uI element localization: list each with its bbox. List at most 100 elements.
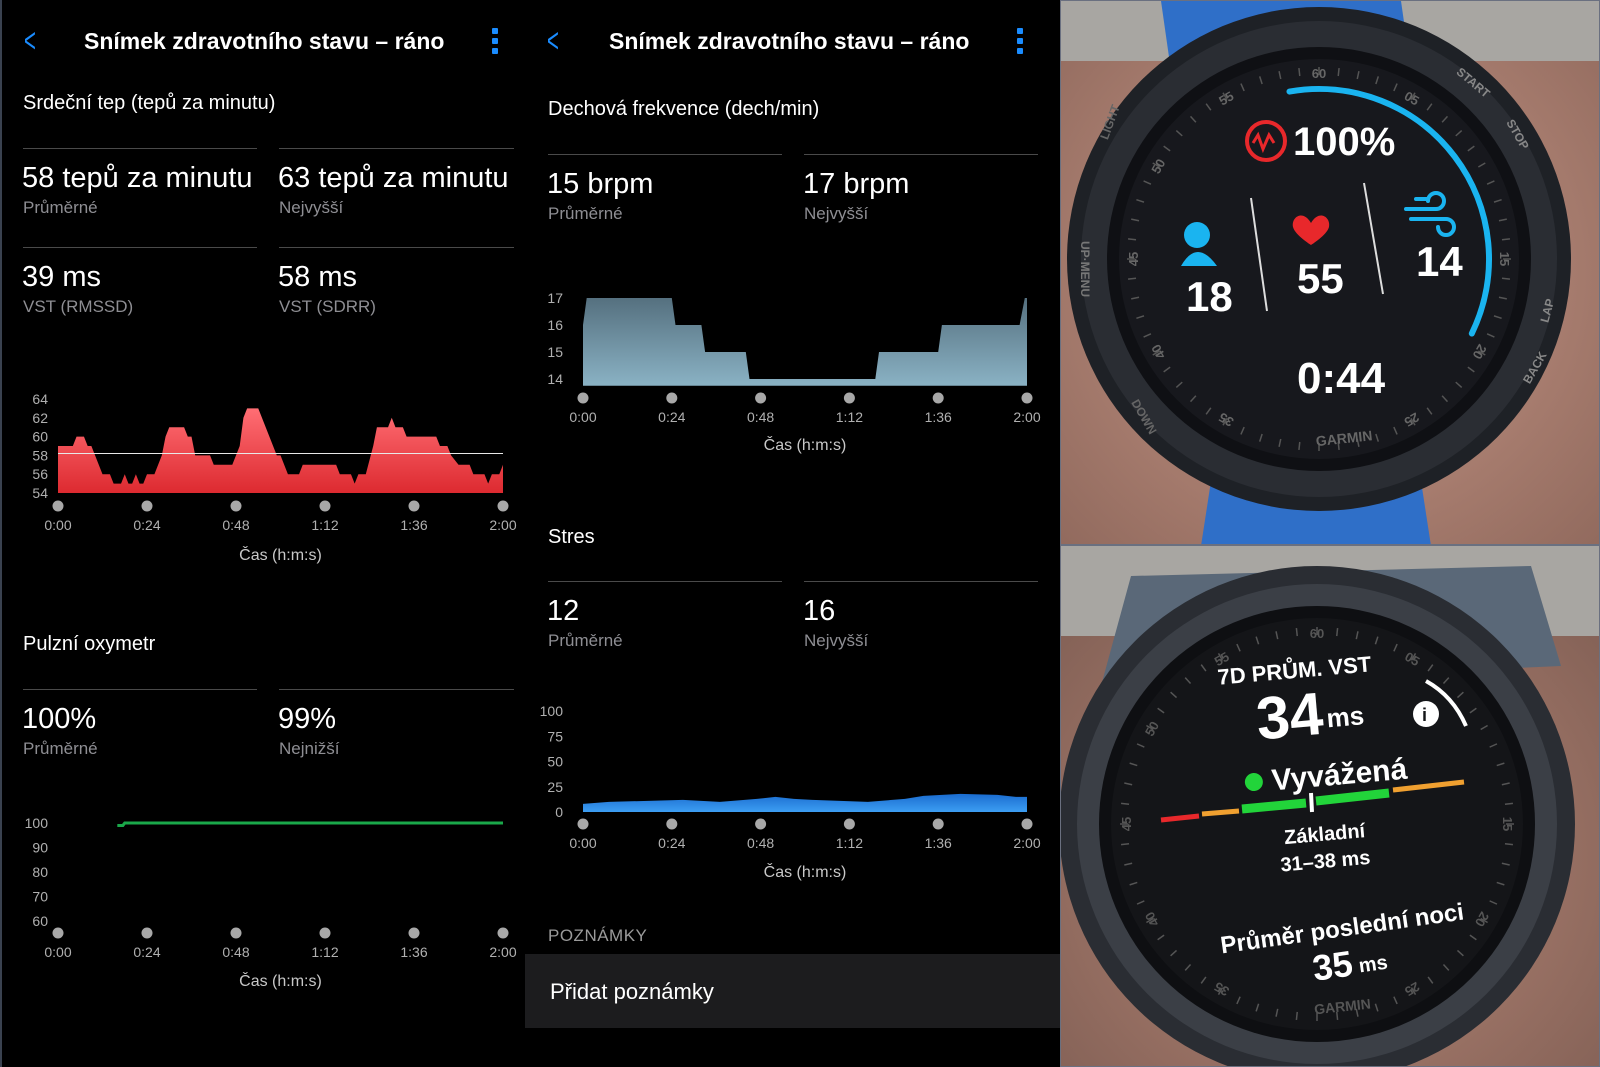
y-tick-label: 80 [32, 864, 48, 880]
hr-average-value: 58 tepů za minutu [22, 162, 253, 194]
y-tick-label: 58 [32, 447, 48, 463]
bezel-tick [1441, 395, 1449, 403]
hrv-range-bar [1160, 779, 1465, 823]
kebab-menu-icon[interactable] [492, 28, 498, 58]
x-tick-dot [843, 818, 855, 830]
bezel-number: 35 [1216, 410, 1236, 430]
heart-rate-value: 55 [1297, 255, 1344, 302]
divider [1250, 197, 1268, 312]
progress-arc [1286, 86, 1492, 337]
stress-average-label: Průměrné [548, 631, 623, 650]
chevron-left-icon: < [546, 22, 559, 60]
bezel-tick [1393, 996, 1398, 1005]
bezel-tick [1480, 724, 1488, 731]
bezel-tick [1258, 76, 1263, 85]
notes-heading: POZNÁMKY [548, 926, 648, 945]
back-button[interactable]: < [24, 22, 36, 61]
bezel-tick [1295, 628, 1298, 637]
bezel-tick [1501, 238, 1511, 241]
brand-logo: GARMIN [1315, 427, 1373, 449]
stress-average-value: 12 [547, 595, 580, 627]
x-tick-dot [408, 927, 420, 939]
y-tick-label: 60 [32, 429, 48, 445]
bezel-tick [1170, 691, 1178, 699]
bezel-tick [1477, 350, 1486, 356]
bezel-tick [1258, 433, 1263, 442]
bezel-tick [1410, 987, 1417, 995]
bezel-number: 25 [1402, 410, 1422, 430]
watch-photo-bottom: 60 05 15 20 25 35 40 45 50 55 7D PRŮM. VST 34 ms … [1060, 545, 1600, 1067]
x-tick-label: 0:24 [133, 944, 160, 960]
info-icon[interactable]: i [1413, 701, 1439, 727]
bezel-tick [1504, 802, 1513, 805]
hr-max-value: 63 tepů za minutu [278, 162, 509, 194]
bezel-number: 55 [1216, 88, 1236, 108]
bezel-tick [1129, 762, 1138, 767]
kebab-menu-icon[interactable] [1017, 28, 1023, 58]
bezel-number: 60 [1312, 66, 1326, 81]
bezel-tick [1222, 417, 1228, 426]
spo2-average-label: Průměrné [23, 739, 98, 758]
timer-value: 0:44 [1297, 354, 1386, 403]
x-tick-dot [497, 500, 509, 512]
bezel-tick [1240, 426, 1245, 435]
bezel-tick [1336, 1011, 1339, 1020]
bezel-tick [1146, 917, 1154, 924]
spo2-average-value: 100% [22, 703, 97, 735]
bezel-tick [1236, 643, 1241, 652]
x-axis-title: Čas (h:m:s) [239, 971, 322, 990]
bezel-tick [1498, 218, 1507, 222]
bezel-tick [1467, 366, 1475, 373]
x-tick-dot [1021, 392, 1033, 404]
hrv-rmssd-label: VST (RMSSD) [23, 297, 134, 316]
bezel-tick [1393, 83, 1398, 92]
bezel-tick [1175, 381, 1183, 389]
add-notes-button[interactable]: Přidat poznámky [525, 954, 1060, 1028]
bezel-tick [1157, 707, 1165, 714]
page-title: Snímek zdravotního stavu – ráno [84, 28, 445, 54]
x-tick-dot [755, 818, 767, 830]
x-tick-dot [230, 927, 242, 939]
hr-max-label: Nejvyšší [279, 198, 344, 217]
bezel-number: 50 [1148, 156, 1168, 176]
bezel-number: 60 [1310, 626, 1324, 641]
back-button[interactable]: < [547, 22, 559, 61]
x-tick-label: 2:00 [1013, 835, 1040, 851]
respiration-value: 14 [1416, 238, 1463, 285]
divider [804, 154, 1038, 155]
bezel-tick [1295, 1011, 1298, 1020]
x-axis-title: Čas (h:m:s) [764, 862, 847, 881]
add-notes-label: Přidat poznámky [550, 979, 714, 1004]
resp-average-label: Průměrné [548, 204, 623, 223]
hrv-7d-value: 34 [1253, 680, 1326, 753]
watch-photo-top: 60 05 15 20 25 35 40 45 50 55 100% 18 55 14 0:44 … [1060, 0, 1600, 545]
x-tick-label: 2:00 [489, 944, 516, 960]
stress-chart: 0 25 50 75 100 0:00 0:24 0:48 1:12 1:36 2:00 Čas (h… [540, 703, 1041, 881]
bezel-tick [1489, 900, 1498, 905]
bezel-tick [1146, 724, 1154, 731]
divider [1363, 182, 1384, 295]
bezel-tick [1337, 67, 1340, 77]
x-tick-dot [932, 392, 944, 404]
bezel-tick [1136, 743, 1145, 748]
x-tick-dot [52, 927, 64, 939]
x-tick-dot [52, 500, 64, 512]
bezel-tick [1275, 631, 1279, 640]
x-tick-dot [408, 500, 420, 512]
bezel-tick [1337, 441, 1340, 451]
y-tick-label: 14 [547, 371, 563, 387]
bezel-tick [1393, 426, 1398, 435]
respiration-icon [1404, 191, 1456, 237]
bezel-tick [1163, 145, 1171, 152]
y-tick-label: 60 [32, 913, 48, 929]
bezel-tick [1477, 162, 1486, 168]
bezel-number: 40 [1148, 342, 1168, 362]
x-tick-dot [577, 818, 589, 830]
x-tick-dot [666, 818, 678, 830]
x-tick-label: 0:48 [747, 835, 774, 851]
page-title: Snímek zdravotního stavu – ráno [609, 28, 970, 54]
bezel-tick [1136, 900, 1145, 905]
bezel-number: 05 [1402, 88, 1422, 108]
svg-text:i: i [1422, 705, 1427, 725]
bezel-tick [1375, 433, 1380, 442]
